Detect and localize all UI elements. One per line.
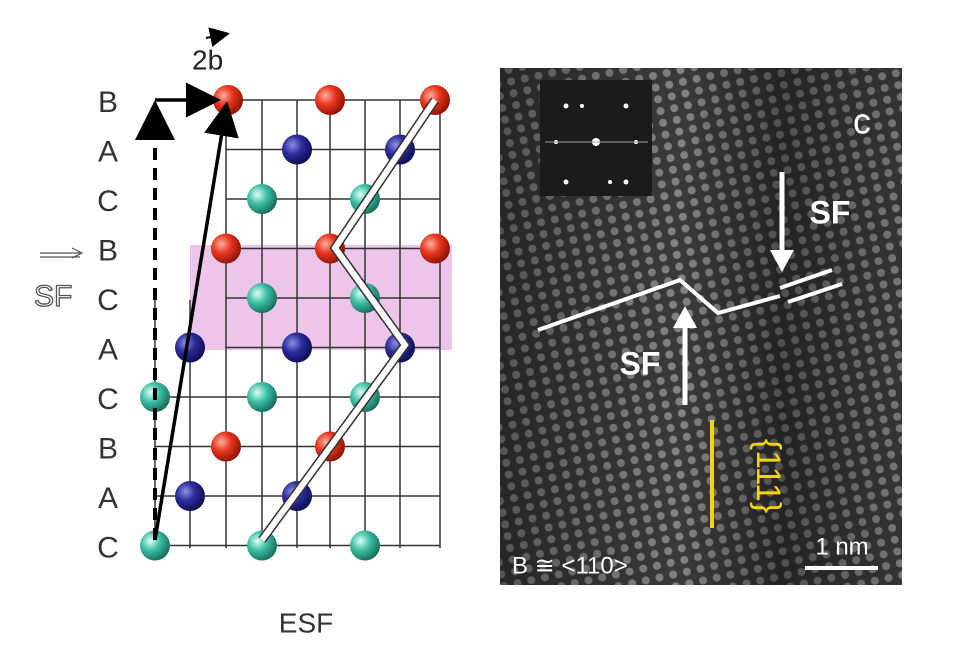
- atom: [140, 530, 170, 561]
- sf-label: SF: [810, 194, 851, 230]
- plane-label: {111}: [749, 439, 787, 513]
- stacking-letter: C: [97, 185, 119, 218]
- arrow-head: [673, 306, 697, 328]
- vector-label: 2b: [192, 44, 223, 75]
- atom: [282, 332, 312, 363]
- sf-trace: [779, 268, 833, 290]
- stacking-letter: C: [97, 383, 119, 416]
- stacking-letter: B: [98, 234, 118, 267]
- atom: [247, 382, 277, 412]
- atom: [211, 431, 241, 462]
- atom: [175, 332, 205, 363]
- fft-spots: [554, 103, 638, 185]
- arrow-head: [770, 250, 794, 272]
- label-arrow: [205, 27, 230, 47]
- scale-label: 1 nm: [815, 533, 868, 560]
- atom: [211, 233, 241, 264]
- atom: [350, 530, 380, 561]
- atom: [213, 85, 243, 115]
- sf-arrow: [40, 247, 84, 259]
- atom: [247, 530, 277, 561]
- atom: [175, 481, 205, 511]
- stacking-letter: A: [98, 135, 118, 168]
- atom: [247, 184, 277, 214]
- stacking-letter: C: [97, 531, 119, 564]
- zigzag: [259, 98, 438, 542]
- sf-label: SF: [34, 280, 72, 313]
- vector: [153, 101, 239, 541]
- stacking-letter: B: [98, 432, 118, 465]
- atom: [247, 283, 277, 313]
- atom: [315, 85, 345, 115]
- atom: [420, 233, 450, 264]
- stacking-letter: C: [97, 284, 119, 317]
- panel-label: c: [853, 101, 871, 142]
- stacking-letter: A: [98, 333, 118, 366]
- atom: [282, 134, 312, 165]
- sf-trace: [537, 277, 781, 332]
- sf-label: SF: [620, 345, 661, 381]
- zone-axis: B ≅ <110>: [512, 552, 628, 579]
- stacking-letter: B: [98, 86, 118, 119]
- caption: ESF: [279, 607, 333, 638]
- sf-trace: [787, 282, 843, 304]
- stacking-letter: A: [98, 482, 118, 515]
